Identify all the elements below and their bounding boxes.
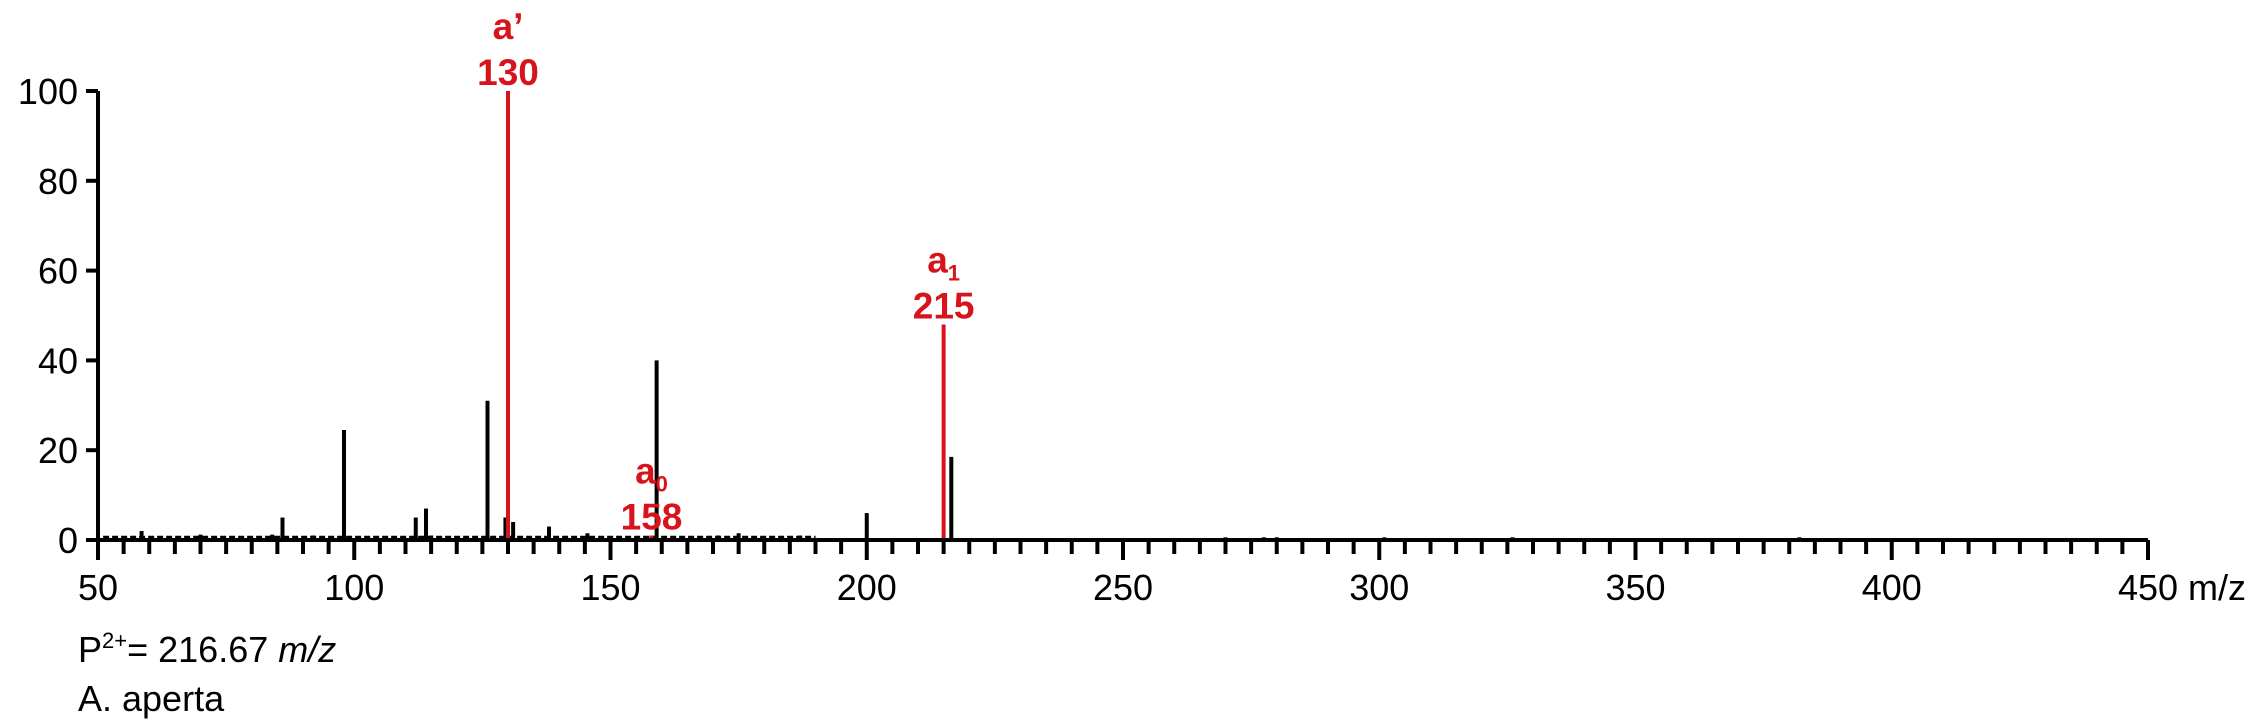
- x-tick-label: 200: [837, 567, 897, 608]
- y-tick-label: 80: [38, 161, 78, 202]
- labeled-peak-name: a’: [493, 6, 524, 47]
- precursor-unit: m/z: [278, 629, 337, 670]
- labeled-peak-name: a1: [927, 239, 960, 285]
- x-tick-label: 300: [1349, 567, 1409, 608]
- x-tick-label: 450: [2118, 567, 2178, 608]
- y-tick-label: 40: [38, 340, 78, 381]
- x-tick-label: 350: [1605, 567, 1665, 608]
- precursor-value: = 216.67: [127, 629, 269, 670]
- labeled-peak-name: a0: [635, 451, 668, 497]
- precursor-caption: P2+= 216.67 m/z: [78, 628, 336, 671]
- precursor-charge: 2+: [102, 628, 128, 653]
- labeled-peak-subscript: 1: [948, 260, 960, 285]
- y-tick-label: 0: [58, 520, 78, 561]
- axes-layer: 0 20 40 60 80 100 50 100 150 200 250 300 350 400 450 m/…: [18, 71, 2246, 608]
- x-tick-label: 250: [1093, 567, 1153, 608]
- labeled-peak-mz: 215: [913, 285, 975, 326]
- x-unit-label: m/z: [2188, 567, 2246, 608]
- labeled-peak-subscript: 0: [656, 472, 668, 497]
- y-tick-label: 100: [18, 71, 78, 112]
- x-tick-label: 100: [324, 567, 384, 608]
- species-caption: A. aperta: [78, 678, 225, 719]
- y-tick-label: 20: [38, 430, 78, 471]
- y-tick-label: 60: [38, 251, 78, 292]
- labeled-peak-mz: 158: [621, 497, 683, 538]
- x-tick-label: 50: [78, 567, 118, 608]
- x-tick-label: 150: [580, 567, 640, 608]
- precursor-prefix: P: [78, 629, 103, 670]
- peaks-layer: [103, 360, 1802, 540]
- x-tick-label: 400: [1862, 567, 1922, 608]
- labeled-peak-mz: 130: [477, 52, 539, 93]
